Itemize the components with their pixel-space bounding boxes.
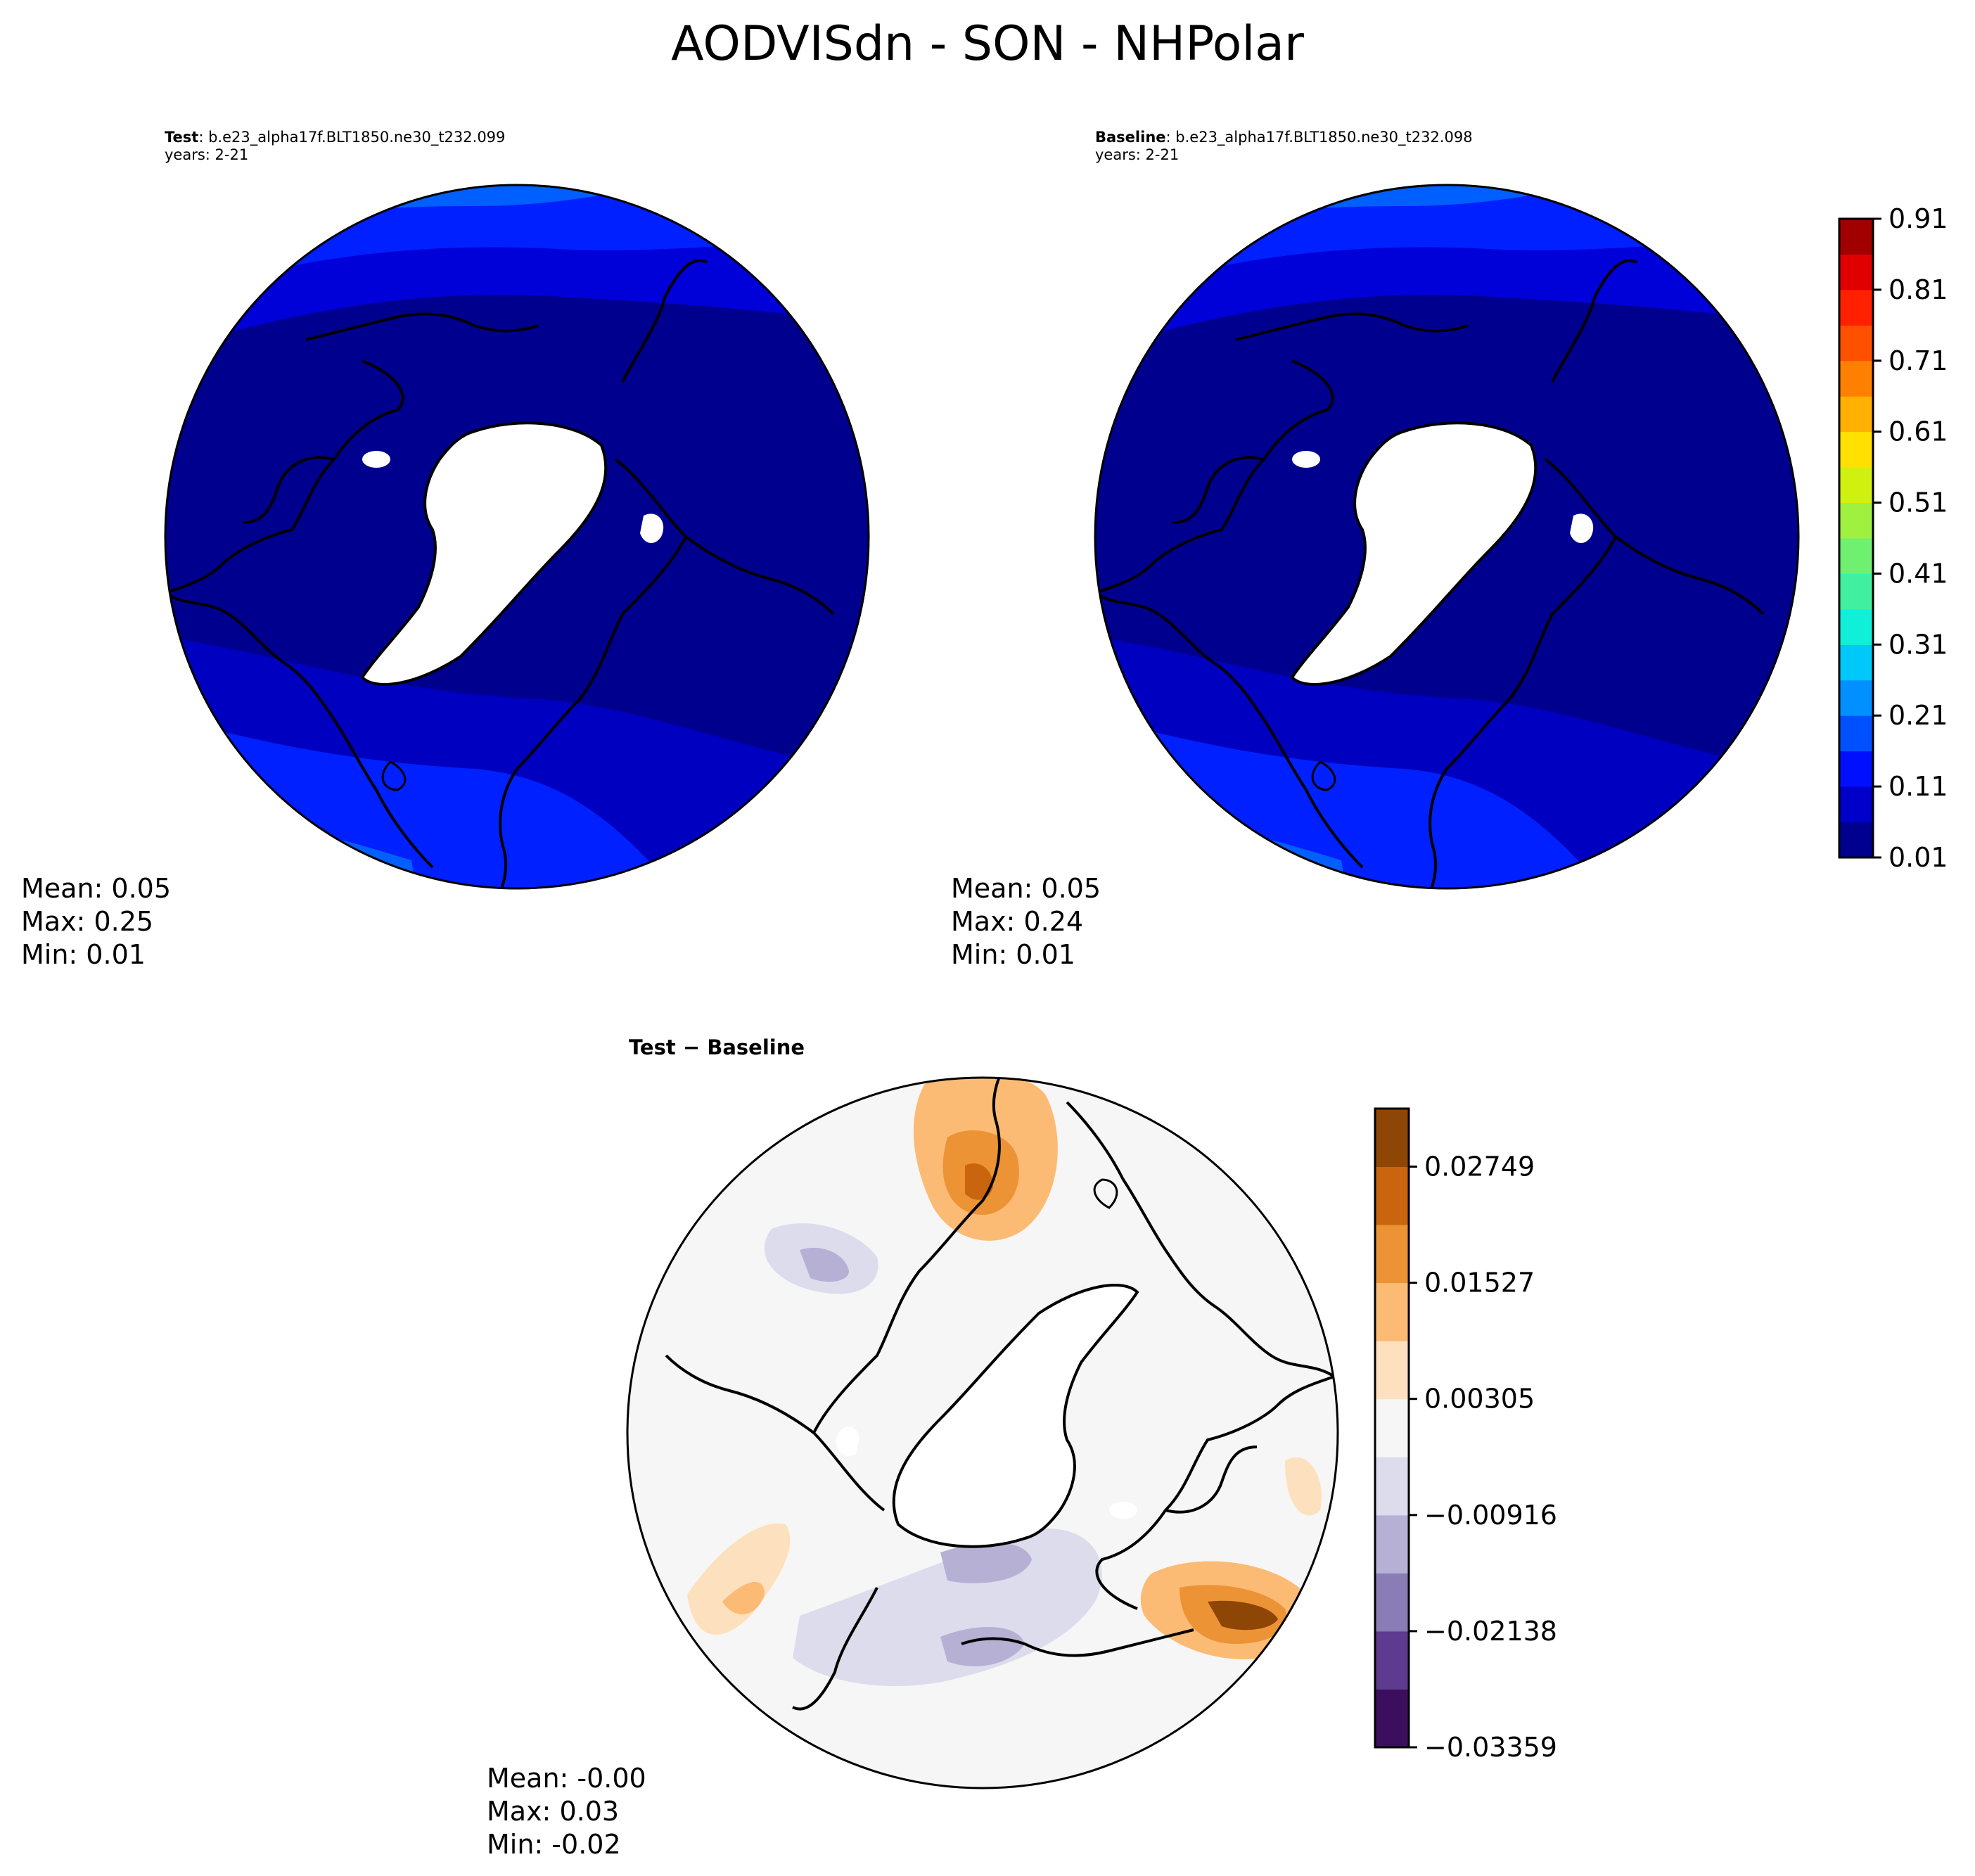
test-label: Test	[165, 129, 199, 146]
test-case-name: b.e23_alpha17f.BLT1850.ne30_t232.099	[208, 129, 506, 146]
main-colorbar-segment	[1839, 254, 1873, 291]
main-colorbar-segment	[1839, 679, 1873, 716]
main-colorbar-segment	[1839, 467, 1873, 504]
difference-map-boundary	[626, 1076, 1339, 1789]
main-colorbar-segment	[1839, 360, 1873, 397]
test-min: Min: 0.01	[21, 939, 146, 970]
difference-colorbar-tick-label: −0.03359	[1424, 1732, 1557, 1763]
main-colorbar-tick-label: 0.21	[1888, 700, 1948, 731]
main-colorbar-segment	[1839, 573, 1873, 610]
main-colorbar-segment	[1839, 608, 1873, 645]
main-colorbar-tick-label: 0.31	[1888, 629, 1948, 660]
difference-colorbar-segment	[1375, 1282, 1409, 1341]
main-colorbar-frame	[1838, 217, 1874, 859]
difference-colorbar-segment	[1375, 1166, 1409, 1225]
test-stats: Mean: 0.05 Max: 0.25 Min: 0.01	[21, 872, 171, 971]
difference-mean: Mean: -0.00	[487, 1763, 646, 1794]
difference-colorbar: −0.03359 −0.02138 −0.00916 0.00305 0.01527 0.…	[1374, 1107, 1557, 1763]
difference-colorbar-frame	[1374, 1107, 1410, 1749]
main-colorbar-tick-label: 0.41	[1888, 558, 1948, 589]
difference-colorbar-tick-label: −0.00916	[1424, 1500, 1557, 1531]
figure-title: AODVISdn - SON - NHPolar	[671, 16, 1304, 72]
test-mean: Mean: 0.05	[21, 873, 172, 904]
baseline-years: years: 2-21	[1095, 146, 1180, 163]
main-colorbar-tick-label: 0.51	[1888, 487, 1948, 518]
baseline-label: Baseline	[1095, 129, 1166, 146]
difference-colorbar-segment	[1375, 1225, 1409, 1284]
difference-colorbar-tick-label: 0.00305	[1424, 1384, 1535, 1415]
baseline-min: Min: 0.01	[951, 939, 1075, 970]
main-colorbar-segment	[1839, 502, 1873, 539]
baseline-stats: Mean: 0.05 Max: 0.24 Min: 0.01	[951, 872, 1101, 971]
difference-colorbar-segment	[1375, 1689, 1409, 1748]
difference-min: Min: -0.02	[487, 1829, 621, 1860]
test-years: years: 2-21	[165, 146, 249, 163]
baseline-map	[1094, 184, 1800, 890]
difference-colorbar-tick-label: 0.01527	[1424, 1268, 1535, 1298]
main-colorbar-segment	[1839, 325, 1873, 362]
main-colorbar-tick-label: 0.71	[1888, 345, 1948, 376]
main-colorbar-segment	[1839, 822, 1873, 858]
difference-colorbar-segment	[1375, 1631, 1409, 1690]
main-colorbar-segment	[1839, 538, 1873, 574]
baseline-mean: Mean: 0.05	[951, 873, 1101, 904]
test-panel-title: Test: b.e23_alpha17f.BLT1850.ne30_t232.0…	[165, 129, 506, 163]
main-colorbar-segment	[1839, 289, 1873, 326]
baseline-panel-title: Baseline: b.e23_alpha17f.BLT1850.ne30_t2…	[1095, 129, 1473, 163]
main-colorbar-segment	[1839, 219, 1873, 255]
main-colorbar-segment	[1839, 431, 1873, 468]
main-colorbar-tick-label: 0.81	[1888, 274, 1948, 305]
difference-colorbar-tick-label: −0.02138	[1424, 1616, 1557, 1647]
difference-colorbar-segment	[1375, 1573, 1409, 1632]
main-colorbar-tick-label: 0.91	[1888, 203, 1948, 234]
main-colorbar-segment	[1839, 644, 1873, 681]
difference-colorbar-segment	[1375, 1341, 1409, 1400]
difference-colorbar-segment	[1375, 1109, 1409, 1168]
main-colorbar-tick-label: 0.61	[1888, 416, 1948, 447]
main-colorbar-segment	[1839, 396, 1873, 433]
test-map-boundary	[164, 184, 870, 890]
difference-colorbar-tick-label: 0.02749	[1424, 1151, 1535, 1182]
main-colorbar-tick-label: 0.11	[1888, 771, 1948, 802]
baseline-case-name: b.e23_alpha17f.BLT1850.ne30_t232.098	[1175, 129, 1473, 146]
difference-colorbar-segment	[1375, 1457, 1409, 1516]
difference-max: Max: 0.03	[487, 1796, 620, 1827]
main-colorbar: 0.01 0.11 0.21 0.31 0.41 0.51 0.61 0.71 0.81 0.91	[1838, 203, 1948, 873]
difference-panel-title: Test − Baseline	[629, 1035, 805, 1059]
difference-stats: Mean: -0.00 Max: 0.03 Min: -0.02	[487, 1762, 646, 1861]
baseline-max: Max: 0.24	[951, 906, 1084, 937]
test-max: Max: 0.25	[21, 906, 154, 937]
difference-map	[626, 1076, 1339, 1789]
test-map	[164, 184, 870, 890]
difference-colorbar-segment	[1375, 1398, 1409, 1457]
difference-colorbar-segment	[1375, 1514, 1409, 1574]
baseline-map-boundary	[1094, 184, 1800, 890]
main-colorbar-segment	[1839, 715, 1873, 752]
main-colorbar-tick-label: 0.01	[1888, 842, 1948, 873]
main-colorbar-segment	[1839, 786, 1873, 823]
main-colorbar-segment	[1839, 751, 1873, 787]
